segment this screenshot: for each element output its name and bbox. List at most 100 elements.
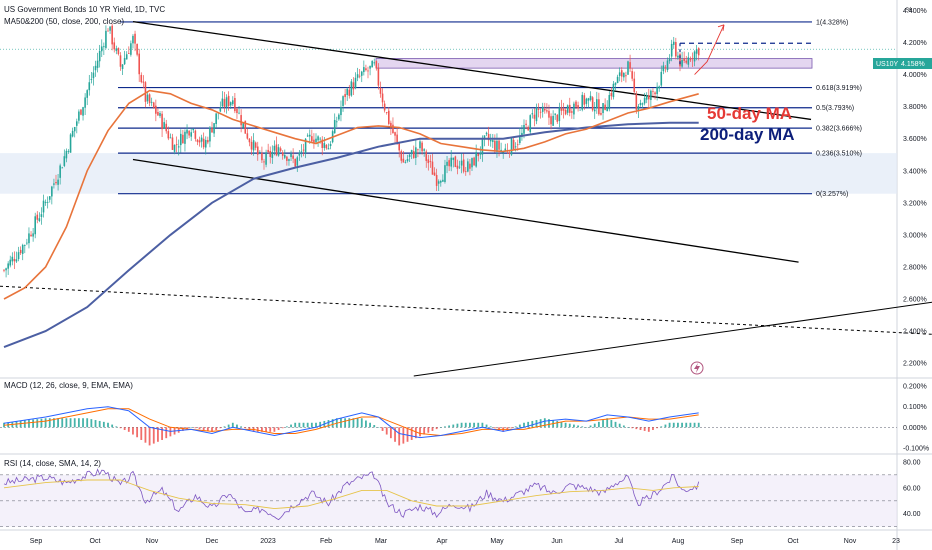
candle-body bbox=[7, 263, 9, 269]
candle-body bbox=[456, 165, 459, 169]
candle-body bbox=[448, 160, 450, 167]
time-axis[interactable]: Sep Oct Nov Dec 2023 Feb Mar Apr May Jun Jul Aug Sep… bbox=[30, 538, 900, 545]
macd-histogram-bar bbox=[489, 426, 492, 428]
macd-histogram-bar bbox=[111, 424, 114, 428]
candle-body bbox=[529, 115, 532, 133]
macd-histogram-bar bbox=[281, 427, 284, 429]
candle-body bbox=[444, 165, 446, 182]
candle-body bbox=[209, 127, 211, 142]
candle-body bbox=[415, 147, 417, 158]
macd-histogram-bar bbox=[194, 427, 197, 429]
macd-histogram-bar bbox=[394, 427, 396, 442]
time-tick-label: May bbox=[490, 538, 504, 545]
candle-body bbox=[602, 103, 604, 114]
price-tick-label: 2.200% bbox=[903, 361, 927, 368]
candle-body bbox=[229, 102, 232, 106]
candle-body bbox=[421, 142, 423, 152]
price-axis[interactable]: 4.400% 4.200% 4.000% 3.800% 3.600% 3.400% 3.20… bbox=[903, 8, 927, 368]
macd-histogram-bar bbox=[248, 427, 251, 431]
candle-body bbox=[53, 183, 55, 185]
macd-tick-label: 0.000% bbox=[903, 425, 927, 432]
candle-body bbox=[100, 46, 103, 52]
macd-histogram-bar bbox=[115, 426, 118, 428]
candle-body bbox=[394, 132, 396, 136]
candle-body bbox=[342, 96, 344, 106]
candle-body bbox=[194, 130, 197, 139]
candle-body bbox=[458, 166, 461, 168]
candles bbox=[3, 23, 700, 278]
macd-histogram-bar bbox=[481, 422, 484, 428]
candle-body bbox=[315, 138, 317, 143]
rsi-band-fill bbox=[0, 474, 897, 527]
candle-body bbox=[65, 150, 68, 159]
macd-histogram-bar bbox=[327, 420, 330, 428]
lightning-icon[interactable] bbox=[690, 361, 704, 375]
macd-histogram-bar bbox=[140, 427, 143, 440]
macd-histogram-bar bbox=[223, 426, 226, 428]
macd-histogram-bar bbox=[269, 427, 272, 432]
macd-signal-line bbox=[3, 408, 699, 437]
candle-body bbox=[132, 35, 134, 44]
rsi-tick-label: 80.00 bbox=[903, 459, 921, 466]
candle-body bbox=[281, 152, 284, 156]
macd-histogram-bar bbox=[469, 422, 471, 428]
macd-histogram-bar bbox=[473, 422, 475, 428]
candle-body bbox=[313, 139, 315, 143]
macd-histogram-bar bbox=[240, 426, 243, 428]
candle-body bbox=[275, 144, 278, 156]
macd-histogram-bar bbox=[261, 427, 263, 432]
fib-label-1: 1(4.328%) bbox=[816, 19, 848, 26]
candle-body bbox=[677, 55, 679, 58]
candle-body bbox=[552, 115, 554, 126]
candle-body bbox=[596, 99, 598, 109]
macd-histogram-bar bbox=[90, 419, 93, 428]
candle-body bbox=[487, 133, 490, 141]
macd-histogram-bar bbox=[77, 418, 80, 428]
candle-body bbox=[358, 75, 361, 77]
candle-body bbox=[146, 94, 149, 102]
macd-histogram-bar bbox=[144, 427, 147, 443]
macd-histogram-bar bbox=[302, 422, 305, 428]
macd-histogram-bar bbox=[331, 419, 334, 428]
macd-histogram-bar bbox=[406, 427, 409, 442]
macd-histogram-bar bbox=[40, 418, 43, 428]
macd-histogram-bar bbox=[589, 425, 592, 428]
candle-body bbox=[454, 156, 457, 167]
macd-histogram-bar bbox=[439, 427, 442, 428]
candle-body bbox=[379, 87, 382, 94]
macd-histogram-bar bbox=[410, 427, 413, 440]
time-tick-label: Aug bbox=[672, 538, 685, 545]
candle-body bbox=[213, 123, 215, 134]
rsi-pane: 80.00 60.00 40.00 bbox=[0, 459, 921, 528]
candle-body bbox=[317, 136, 319, 141]
candle-body bbox=[508, 152, 511, 154]
macd-histogram-bar bbox=[656, 427, 659, 429]
candle-body bbox=[144, 82, 147, 102]
candle-body bbox=[19, 249, 22, 254]
candle-body bbox=[550, 116, 552, 125]
candle-body bbox=[344, 94, 346, 98]
candle-body bbox=[483, 135, 486, 140]
macd-histogram-bar bbox=[294, 422, 297, 428]
price-tick-label: 2.400% bbox=[903, 329, 927, 336]
macd-histogram-bar bbox=[19, 420, 22, 428]
candle-body bbox=[263, 161, 265, 163]
candle-body bbox=[165, 123, 168, 132]
macd-histogram-bar bbox=[61, 418, 64, 428]
candle-body bbox=[435, 174, 438, 186]
candle-body bbox=[375, 61, 378, 69]
candle-body bbox=[471, 158, 473, 168]
candle-body bbox=[440, 180, 442, 183]
time-tick-label: Dec bbox=[206, 538, 219, 545]
candle-body bbox=[352, 82, 355, 90]
candle-body bbox=[186, 129, 188, 134]
time-tick-label: Mar bbox=[375, 538, 388, 545]
projection-arrow-line bbox=[694, 24, 725, 75]
candle-body bbox=[117, 48, 120, 55]
candle-body bbox=[571, 111, 573, 113]
candle-body bbox=[290, 153, 292, 158]
candle-body bbox=[323, 143, 326, 148]
candle-body bbox=[566, 105, 569, 113]
macd-histogram-bar bbox=[647, 427, 650, 432]
macd-histogram-bar bbox=[161, 427, 163, 440]
